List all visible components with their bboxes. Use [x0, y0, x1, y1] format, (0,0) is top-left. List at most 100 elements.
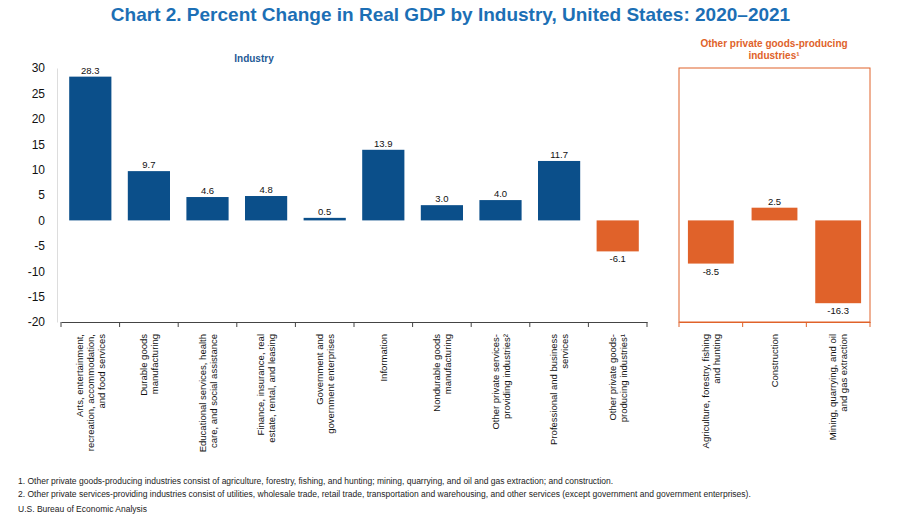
data-label: -8.5 — [703, 266, 719, 277]
category-divider — [806, 322, 807, 327]
bar — [421, 205, 463, 220]
x-axis: Agriculture, forestry, fishingand huntin… — [680, 322, 871, 448]
category-divider — [742, 322, 743, 327]
x-tick-label: Finance, insurance, realestate, rental, … — [255, 334, 277, 443]
x-tick-label: Durable goodsmanufacturing — [138, 334, 160, 396]
y-tick-label: -20 — [28, 315, 46, 329]
y-tick: 25 — [32, 87, 57, 101]
footnote: 1. Other private goods-producing industr… — [18, 476, 613, 486]
y-tick-label: 30 — [32, 61, 46, 75]
y-axis: -20 -15 -10 -5 0 5 10 15 20 25 30 — [28, 61, 58, 329]
data-label: -16.3 — [827, 305, 849, 316]
data-label: 4.0 — [494, 188, 507, 199]
panel: Other private goods-producingindustries¹… — [679, 38, 871, 448]
y-tick: 0 — [38, 214, 57, 228]
panel: Industry -20 -15 -10 -5 0 5 10 15 20 25 30 28.3 9.7 4.… — [28, 53, 648, 452]
x-tick: Finance, insurance, realestate, rental, … — [255, 322, 277, 443]
bars — [688, 208, 861, 304]
x-tick-label: Government andgovernment enterprises — [314, 334, 336, 434]
y-tick: -5 — [34, 239, 57, 253]
y-tick: 30 — [32, 61, 57, 75]
y-tick-label: 25 — [32, 87, 46, 101]
data-label: 3.0 — [435, 193, 448, 204]
x-tick-label: Other private goods-producing industries… — [607, 334, 629, 422]
category-divider — [61, 322, 62, 327]
x-tick: Other private services-providing industr… — [490, 322, 512, 430]
data-label: -6.1 — [610, 253, 626, 264]
bar — [752, 208, 798, 221]
panel-frame — [679, 68, 870, 322]
bar — [362, 150, 404, 221]
y-tick-label: 10 — [32, 163, 46, 177]
category-divider — [529, 322, 530, 327]
x-tick-label: Agriculture, forestry, fishingand huntin… — [700, 334, 722, 448]
data-label: 9.7 — [142, 159, 155, 170]
y-axis-line — [57, 69, 58, 323]
y-tick: 20 — [32, 112, 57, 126]
bar — [69, 77, 111, 221]
x-tick-label: Mining, quarrying, and oiland gas extrac… — [827, 334, 849, 440]
x-tick: Other private goods-producing industries… — [607, 322, 629, 422]
x-tick: Professional and businessservices — [548, 322, 570, 445]
x-tick-label: Other private services-providing industr… — [490, 334, 512, 430]
category-divider — [870, 322, 871, 327]
y-tick-label: 5 — [38, 188, 45, 202]
bar — [128, 171, 170, 220]
y-tick-label: -5 — [34, 239, 45, 253]
category-divider — [119, 322, 120, 327]
category-divider — [679, 322, 680, 327]
category-divider — [178, 322, 179, 327]
x-tick-label: Nondurable goodsmanufacturing — [431, 334, 453, 412]
data-label: 11.7 — [550, 149, 568, 160]
x-tick: Agriculture, forestry, fishingand huntin… — [700, 322, 722, 448]
x-axis-line — [680, 322, 871, 323]
panel-title: Other private goods-producingindustries¹ — [700, 38, 847, 61]
y-tick: -15 — [28, 290, 57, 304]
data-label: 28.3 — [81, 65, 100, 76]
data-label: 2.5 — [768, 196, 781, 207]
category-divider — [647, 322, 648, 327]
bar — [186, 197, 228, 220]
x-tick: Government andgovernment enterprises — [314, 322, 336, 434]
y-tick-label: -10 — [28, 265, 46, 279]
source: U.S. Bureau of Economic Analysis — [18, 504, 147, 514]
chart-svg: Chart 2. Percent Change in Real GDP by I… — [0, 0, 901, 518]
data-label: 4.8 — [259, 184, 272, 195]
category-divider — [295, 322, 296, 327]
x-tick-label: Professional and businessservices — [548, 334, 570, 445]
x-tick-label: Information — [378, 334, 389, 382]
x-tick: Nondurable goodsmanufacturing — [431, 322, 453, 412]
x-tick-label: Construction — [769, 334, 780, 387]
bar — [538, 161, 580, 220]
bar — [815, 220, 861, 303]
data-label: 0.5 — [318, 206, 331, 217]
category-divider — [412, 322, 413, 327]
y-tick-label: 0 — [38, 214, 45, 228]
y-tick: -20 — [28, 315, 57, 329]
bar — [245, 196, 287, 220]
x-tick: Information — [378, 322, 389, 382]
y-tick: 15 — [32, 138, 57, 152]
category-divider — [354, 322, 355, 327]
bar — [479, 200, 521, 220]
y-tick: 5 — [38, 188, 57, 202]
bar — [597, 220, 639, 251]
data-label: 4.6 — [201, 185, 214, 196]
x-axis: Arts, entertainment,recreation, accommod… — [62, 322, 648, 452]
bars — [69, 77, 639, 252]
x-tick: Arts, entertainment,recreation, accommod… — [74, 322, 107, 451]
bar — [304, 218, 346, 221]
bar — [688, 220, 734, 263]
x-tick: Construction — [769, 322, 780, 387]
panel-title: Industry — [234, 53, 274, 64]
category-divider — [236, 322, 237, 327]
x-tick: Educational services, healthcare, and so… — [197, 322, 219, 452]
background — [0, 0, 901, 518]
y-tick-label: -15 — [28, 290, 46, 304]
footnote: 2. Other private services-providing indu… — [18, 489, 751, 499]
chart-title: Chart 2. Percent Change in Real GDP by I… — [111, 4, 791, 25]
y-tick: -10 — [28, 265, 57, 279]
category-divider — [588, 322, 589, 327]
data-label: 13.9 — [374, 138, 393, 149]
x-tick: Durable goodsmanufacturing — [138, 322, 160, 396]
